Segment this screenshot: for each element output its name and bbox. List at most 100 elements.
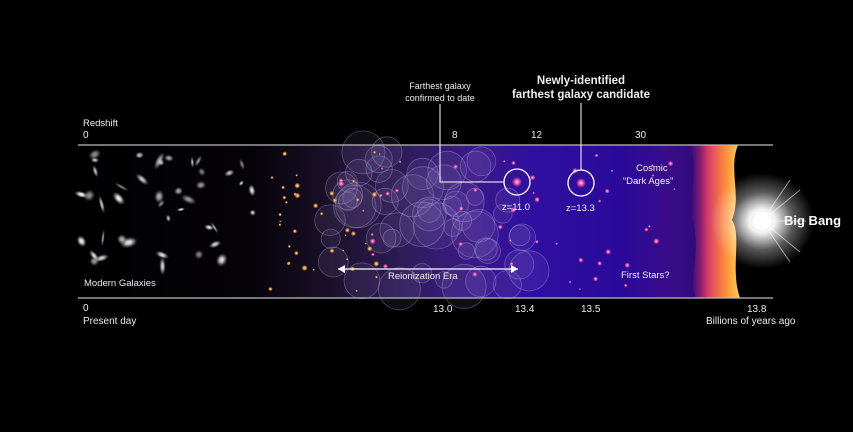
ionized-bubble	[341, 130, 386, 175]
modern-galaxy	[190, 156, 195, 168]
early-galaxy	[295, 174, 299, 177]
confirmed-galaxy	[512, 177, 522, 187]
first-galaxy	[644, 227, 649, 232]
ionized-bubble	[402, 166, 444, 209]
modern-galaxy	[83, 189, 95, 202]
first-galaxy	[623, 283, 628, 288]
first-galaxy	[510, 207, 517, 213]
first-stars-label: First Stars?	[621, 270, 670, 281]
early-galaxy	[286, 261, 291, 266]
time-end-label: Billions of years ago	[706, 316, 796, 327]
modern-galaxy	[90, 157, 100, 163]
early-galaxy	[371, 191, 378, 198]
time-tick-13-0: 13.0	[433, 304, 453, 315]
ionized-bubble	[365, 155, 393, 183]
ionized-bubble	[412, 196, 447, 232]
early-galaxy	[313, 203, 319, 209]
modern-galaxy	[94, 254, 109, 263]
early-galaxy	[372, 150, 377, 154]
ionized-bubble	[325, 171, 358, 205]
modern-galaxy	[114, 182, 129, 192]
ionized-bubble	[343, 262, 381, 300]
modern-galaxy	[238, 158, 246, 170]
early-galaxy	[319, 211, 324, 216]
candidate-callout-line1: Newly-identified	[536, 75, 626, 87]
first-galaxy	[458, 206, 464, 211]
cosmic-dark-ages-label-line2: “Dark Ages”	[623, 176, 674, 187]
early-galaxy	[342, 249, 345, 252]
first-galaxy	[673, 188, 676, 191]
early-galaxy	[312, 268, 315, 271]
ionized-bubble	[417, 198, 442, 223]
early-galaxy	[270, 176, 274, 180]
first-galaxy	[578, 257, 584, 263]
redshift-tick-12: 12	[531, 130, 543, 141]
modern-galaxy	[165, 214, 171, 222]
early-galaxy	[373, 260, 380, 267]
modern-galaxy	[195, 180, 207, 190]
first-galaxy	[473, 187, 478, 193]
early-galaxy	[284, 200, 288, 204]
first-galaxy	[594, 153, 599, 158]
confirmed-callout-line1: Farthest galaxy	[409, 81, 471, 91]
first-galaxy	[555, 242, 558, 246]
first-galaxy	[497, 224, 503, 230]
first-galaxy	[371, 252, 375, 256]
confirmed-callout-leader	[439, 104, 504, 183]
ionized-bubble	[492, 270, 522, 300]
redshift-title: Redshift	[83, 118, 118, 129]
first-galaxy	[604, 188, 610, 194]
early-galaxy	[279, 220, 282, 223]
first-galaxy	[509, 239, 512, 242]
modern-galaxy	[153, 189, 165, 204]
big-bang-label: Big Bang	[784, 213, 842, 228]
big-bang-core	[753, 212, 771, 230]
first-galaxy	[394, 188, 399, 193]
ionized-bubble	[461, 209, 496, 243]
ionized-bubble	[345, 158, 373, 187]
first-galaxy	[338, 180, 345, 187]
ionized-bubble	[450, 210, 499, 259]
modern-galaxy	[112, 191, 125, 205]
early-galaxy	[294, 192, 301, 199]
first-galaxy	[667, 160, 674, 167]
modern-galaxy	[248, 184, 256, 197]
ionized-bubble	[474, 237, 498, 261]
first-galaxy	[380, 167, 384, 170]
ionized-bubble	[427, 150, 467, 191]
early-galaxy	[364, 242, 367, 245]
early-galaxy	[281, 185, 285, 190]
first-galaxy	[398, 160, 402, 164]
modern-galaxy	[173, 186, 184, 196]
ionized-bubble	[342, 187, 363, 208]
early-galaxy	[367, 246, 373, 252]
ionized-bubble	[390, 174, 434, 218]
modern-galaxy	[155, 250, 169, 260]
ionized-bubble	[399, 201, 445, 247]
redshift-tick-8: 8	[452, 130, 458, 141]
redshift-tick-0: 0	[83, 130, 89, 141]
early-galaxy	[294, 182, 301, 189]
first-galaxy	[382, 263, 388, 269]
modern-galaxy	[76, 235, 87, 248]
early-galaxy	[378, 153, 381, 155]
early-galaxy	[282, 195, 287, 200]
modern-galaxy	[249, 209, 256, 216]
modern-galaxy	[135, 151, 144, 159]
time-tick-13-8: 13.8	[747, 304, 767, 315]
modern-galaxy	[176, 207, 186, 212]
ionized-bubble	[371, 187, 399, 215]
first-galaxy	[568, 280, 572, 284]
early-galaxy	[287, 244, 291, 248]
ionized-bubble	[382, 228, 402, 248]
modern-galaxy	[98, 195, 106, 214]
early-galaxy	[329, 190, 335, 196]
modern-galaxy	[153, 152, 165, 170]
modern-galaxy	[238, 180, 244, 187]
modern-galaxy	[116, 234, 128, 245]
modern-galaxy	[194, 249, 204, 260]
first-galaxy	[578, 288, 581, 291]
ionized-bubble	[379, 212, 415, 248]
first-galaxy	[472, 271, 478, 277]
reionization-arrow-left-head	[338, 265, 345, 273]
